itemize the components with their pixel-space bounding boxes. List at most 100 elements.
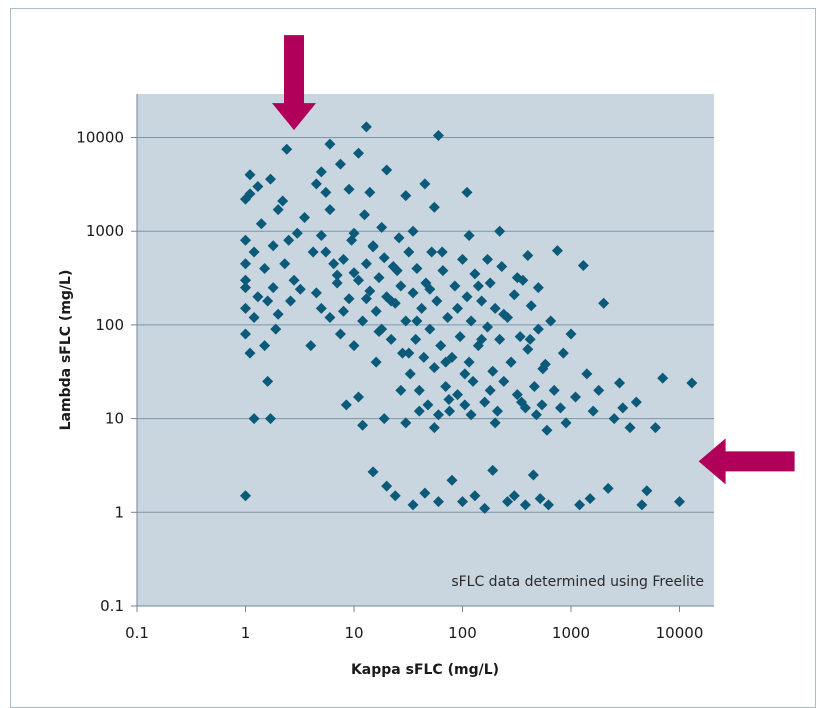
data-point xyxy=(387,261,399,273)
data-point xyxy=(565,328,577,340)
data-point xyxy=(400,417,412,429)
data-point xyxy=(357,315,369,327)
data-point xyxy=(525,300,537,312)
data-point xyxy=(527,469,539,481)
data-point xyxy=(294,283,306,295)
data-point xyxy=(360,121,372,133)
data-point xyxy=(436,246,448,258)
data-point xyxy=(337,305,349,317)
data-point xyxy=(252,291,264,303)
data-point xyxy=(614,377,626,389)
data-point xyxy=(288,274,300,286)
data-point xyxy=(502,311,514,323)
data-point xyxy=(370,356,382,368)
data-point xyxy=(262,295,274,307)
data-point xyxy=(310,178,322,190)
data-point xyxy=(348,227,360,239)
data-point xyxy=(469,268,481,280)
data-point xyxy=(459,368,471,380)
data-point xyxy=(446,474,458,486)
data-point xyxy=(305,340,317,352)
data-point xyxy=(435,340,447,352)
data-point xyxy=(440,381,452,393)
data-point xyxy=(272,308,284,320)
data-point xyxy=(452,302,464,314)
data-point xyxy=(432,496,444,508)
data-point xyxy=(469,490,481,502)
data-point xyxy=(454,331,466,343)
data-point xyxy=(270,323,282,335)
data-point xyxy=(348,340,360,352)
data-point xyxy=(494,333,506,345)
data-point xyxy=(373,272,385,284)
data-point xyxy=(248,413,260,425)
data-point xyxy=(315,302,327,314)
data-point xyxy=(484,384,496,396)
data-point xyxy=(395,280,407,292)
data-point xyxy=(482,253,494,265)
data-point xyxy=(534,493,546,505)
data-point xyxy=(508,490,520,502)
plot-background xyxy=(137,94,714,606)
data-point xyxy=(574,499,586,511)
data-point xyxy=(532,323,544,335)
data-point xyxy=(489,417,501,429)
data-point xyxy=(476,295,488,307)
data-point xyxy=(517,274,529,286)
data-point xyxy=(265,413,277,425)
data-point xyxy=(262,375,274,387)
x-tick-label: 0.1 xyxy=(125,624,149,642)
data-point xyxy=(505,356,517,368)
data-point xyxy=(657,372,669,384)
data-point xyxy=(419,178,431,190)
data-point xyxy=(411,262,423,274)
data-point xyxy=(587,405,599,417)
data-point xyxy=(240,258,251,270)
data-point xyxy=(315,166,327,178)
data-point xyxy=(359,209,371,221)
data-point xyxy=(411,315,423,327)
data-point xyxy=(244,347,256,359)
data-point xyxy=(636,499,648,511)
data-point xyxy=(240,234,251,246)
data-point xyxy=(569,391,581,403)
data-point xyxy=(334,158,346,170)
data-points xyxy=(240,121,698,514)
data-point xyxy=(551,245,563,257)
y-tick-label: 1 xyxy=(114,503,124,521)
y-tick-label: 100 xyxy=(95,316,124,334)
data-point xyxy=(331,277,343,289)
data-point xyxy=(378,413,390,425)
data-point xyxy=(432,409,444,421)
data-point xyxy=(285,295,297,307)
data-point xyxy=(461,291,473,303)
data-point xyxy=(252,180,264,192)
data-point xyxy=(420,277,432,289)
data-point xyxy=(674,496,685,508)
data-point xyxy=(584,493,596,505)
data-point xyxy=(267,240,279,252)
data-point xyxy=(581,368,593,380)
data-point xyxy=(624,422,636,434)
data-point xyxy=(449,280,461,292)
x-ticks: 0.1 1 10 100 1000 10000 xyxy=(125,606,703,642)
arrows xyxy=(272,35,795,485)
data-point xyxy=(400,315,412,327)
data-point xyxy=(279,258,291,270)
data-point xyxy=(277,195,289,207)
data-point xyxy=(360,258,372,270)
x-tick-label: 10000 xyxy=(656,624,704,642)
data-point xyxy=(324,311,336,323)
data-point xyxy=(240,282,251,294)
data-point xyxy=(472,340,484,352)
data-point xyxy=(542,499,554,511)
data-point xyxy=(413,384,425,396)
data-point xyxy=(413,405,425,417)
data-point xyxy=(352,147,364,159)
data-point xyxy=(244,169,256,181)
data-point xyxy=(340,399,352,411)
data-point xyxy=(593,384,605,396)
data-point xyxy=(491,405,503,417)
data-point xyxy=(457,253,468,265)
data-point xyxy=(343,293,355,305)
